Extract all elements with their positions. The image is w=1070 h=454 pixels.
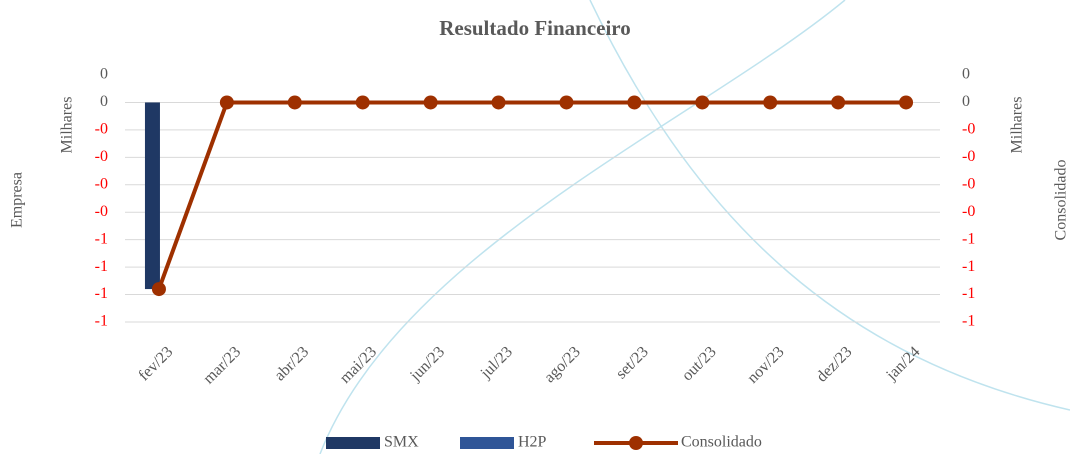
line-marker [423,95,438,110]
y2-tick-label: 0 [962,66,970,83]
line-marker [287,95,302,110]
x-tick-label: abr/23 [271,343,312,384]
y-tick-label: -0 [95,121,108,138]
line-marker [355,95,370,110]
y2-tick-label: -0 [962,121,975,138]
decor-curve [589,0,1070,411]
y2-tick-label: -1 [962,285,975,302]
y2-tick-label: -0 [962,175,975,192]
x-tick-label: set/23 [613,343,652,382]
y-tick-label: -1 [95,230,108,247]
x-tick-label: mar/23 [200,343,244,387]
y-tick-label: 0 [100,93,108,110]
legend-label: H2P [518,434,547,451]
decor-curve [319,0,846,454]
line-marker [899,95,914,110]
legend-swatch [460,437,514,449]
x-tick-label: jun/23 [406,343,448,385]
y2-tick-label: -0 [962,148,975,165]
chart-title: Resultado Financeiro [439,16,631,40]
y2-tick-label: -1 [962,230,975,247]
y-tick-label: -0 [95,148,108,165]
y-tick-label: -0 [95,175,108,192]
line-marker [627,95,642,110]
bar [144,102,160,290]
line-marker [695,95,710,110]
y-tick-label: -1 [95,313,108,330]
y-tick-label: -1 [95,285,108,302]
y-axis-title: Empresa [9,172,26,228]
y-tick-label: -0 [95,203,108,220]
y-tick-label: 0 [100,66,108,83]
x-tick-label: dez/23 [813,343,855,385]
line-marker [151,282,166,297]
legend-label: Consolidado [681,434,762,451]
y-tick-label: -1 [95,258,108,275]
x-tick-label: ago/23 [541,343,584,386]
x-tick-label: jul/23 [477,343,516,382]
y2-tick-label: -0 [962,203,975,220]
x-tick-label: fev/23 [135,343,176,384]
line-marker [559,95,574,110]
y2-tick-label: 0 [962,93,970,110]
legend-label: SMX [384,434,419,451]
y2-axis-title: Consolidado [1053,160,1070,241]
line-marker [491,95,506,110]
x-tick-label: mai/23 [337,343,380,386]
y-axis-units: Milhares [59,97,76,154]
legend-swatch [326,437,380,449]
line-marker [831,95,846,110]
legend-swatch [629,436,643,450]
x-tick-label: out/23 [679,343,720,384]
line [157,100,907,290]
y2-axis-units: Milhares [1009,97,1026,154]
y2-tick-label: -1 [962,258,975,275]
x-tick-label: nov/23 [744,343,787,386]
line-marker [763,95,778,110]
line-marker [219,95,234,110]
y2-tick-label: -1 [962,313,975,330]
